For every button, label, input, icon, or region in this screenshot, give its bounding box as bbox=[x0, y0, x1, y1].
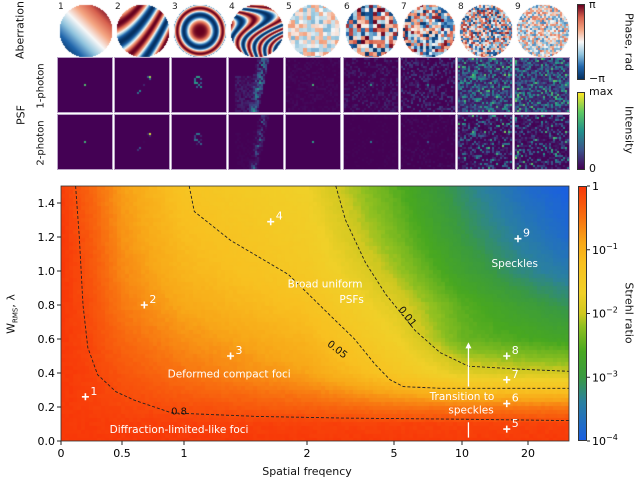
contour-line-0.8 bbox=[75, 185, 570, 422]
marker-label: 4 bbox=[276, 210, 283, 223]
marker-plus-icon-3 bbox=[227, 352, 235, 360]
y-tick-label: 0.8 bbox=[38, 299, 56, 312]
y-tick-label: 0.0 bbox=[38, 435, 56, 448]
region-annotation: PSFs bbox=[339, 294, 364, 306]
x-tick-label: 0.5 bbox=[113, 447, 131, 460]
region-annotation: speckles bbox=[448, 404, 493, 416]
phase-colorbar-min: −π bbox=[589, 72, 605, 85]
strehl-heatmap bbox=[61, 186, 569, 441]
marker-label: 7 bbox=[512, 368, 519, 381]
x-tick-label: 20 bbox=[521, 447, 535, 460]
region-annotation: Diffraction-limited-like foci bbox=[110, 424, 249, 436]
colorbar-tick-label: 10−3 bbox=[592, 369, 618, 384]
plot-frame bbox=[60, 185, 570, 442]
colorbar-tick-label: 1 bbox=[592, 180, 599, 193]
psf-2-photon-7 bbox=[400, 114, 456, 170]
psf-2-photon-3 bbox=[171, 114, 227, 170]
phase-colorbar-max: π bbox=[589, 0, 596, 11]
intensity-colorbar-min: 0 bbox=[589, 162, 596, 175]
contour-line-0.01 bbox=[335, 185, 570, 372]
psf-2-photon-4 bbox=[228, 114, 284, 170]
colorbar-tick-label: 10−4 bbox=[592, 433, 618, 448]
strehl-colorbar bbox=[578, 186, 587, 441]
marker-plus-icon-5 bbox=[503, 425, 511, 433]
marker-plus-icon-8 bbox=[503, 352, 511, 360]
psf-1-photon-8 bbox=[457, 57, 513, 113]
marker-plus-icon-6 bbox=[503, 400, 511, 408]
y-tick-label: 1.0 bbox=[38, 265, 56, 278]
aberration-phase-map-4 bbox=[230, 4, 284, 58]
marker-label: 1 bbox=[90, 385, 97, 398]
psf-1-photon-5 bbox=[285, 57, 341, 113]
aberration-phase-map-9 bbox=[516, 4, 570, 58]
aberration-phase-map-3 bbox=[173, 4, 227, 58]
phase-colorbar bbox=[577, 4, 585, 80]
colorbar-tick-label: 10−2 bbox=[592, 306, 618, 321]
marker-label: 3 bbox=[236, 344, 243, 357]
contour-label: 0.8 bbox=[171, 407, 187, 418]
psf-2-photon-2 bbox=[114, 114, 170, 170]
marker-label: 5 bbox=[512, 417, 519, 430]
marker-plus-icon-2 bbox=[140, 301, 148, 309]
psf-1-photon-2 bbox=[114, 57, 170, 113]
marker-label: 2 bbox=[149, 293, 156, 306]
y-tick-label: 0.6 bbox=[38, 333, 56, 346]
x-tick-label: 1 bbox=[181, 447, 188, 460]
marker-label: 9 bbox=[523, 227, 530, 240]
aberration-phase-map-1 bbox=[59, 4, 113, 58]
contour-label: 0.05 bbox=[325, 339, 349, 361]
x-axis-label: Spatial freqency bbox=[262, 465, 352, 478]
contour-label: 0.01 bbox=[396, 305, 418, 329]
region-annotation: Broad uniform bbox=[288, 279, 363, 291]
x-tick-label: 2 bbox=[304, 447, 311, 460]
x-tick-label: 0 bbox=[58, 447, 65, 460]
psf-2-photon-9 bbox=[514, 114, 570, 170]
y-tick-label: 0.4 bbox=[38, 367, 56, 380]
y-tick-label: 0.2 bbox=[38, 401, 56, 414]
y-tick-label: 1.2 bbox=[38, 231, 56, 244]
aberration-phase-map-2 bbox=[116, 4, 170, 58]
region-annotation: Speckles bbox=[491, 258, 538, 270]
region-annotation: Deformed compact foci bbox=[168, 369, 291, 381]
contour-line-0.05 bbox=[188, 185, 569, 389]
psf-2-photon-6 bbox=[343, 114, 399, 170]
x-tick-label: 10 bbox=[455, 447, 469, 460]
region-annotation: Transition to bbox=[429, 391, 495, 403]
intensity-colorbar-max: max bbox=[589, 85, 613, 98]
psf-1-photon-4 bbox=[228, 57, 284, 113]
psf-2-photon-8 bbox=[457, 114, 513, 170]
psf-2-photon-1 bbox=[57, 114, 113, 170]
y-tick-label: 1.4 bbox=[38, 197, 56, 210]
psf-1-photon-1 bbox=[57, 57, 113, 113]
marker-label: 8 bbox=[512, 344, 519, 357]
aberration-phase-map-7 bbox=[402, 4, 456, 58]
psf-1-photon-3 bbox=[171, 57, 227, 113]
marker-plus-icon-7 bbox=[503, 376, 511, 384]
psf-1-photon-7 bbox=[400, 57, 456, 113]
marker-plus-icon-9 bbox=[514, 235, 522, 243]
psf-2-photon-5 bbox=[285, 114, 341, 170]
aberration-phase-map-8 bbox=[459, 4, 513, 58]
aberration-phase-map-6 bbox=[345, 4, 399, 58]
psf-1-photon-6 bbox=[343, 57, 399, 113]
intensity-colorbar bbox=[577, 92, 585, 170]
psf-1-photon-9 bbox=[514, 57, 570, 113]
transition-arrow-head-icon bbox=[465, 342, 472, 349]
marker-plus-icon-1 bbox=[81, 393, 89, 401]
marker-plus-icon-4 bbox=[267, 218, 275, 226]
aberration-phase-map-5 bbox=[287, 4, 341, 58]
colorbar-tick-label: 10−1 bbox=[592, 242, 618, 257]
x-tick-label: 5 bbox=[391, 447, 398, 460]
marker-label: 6 bbox=[512, 392, 519, 405]
